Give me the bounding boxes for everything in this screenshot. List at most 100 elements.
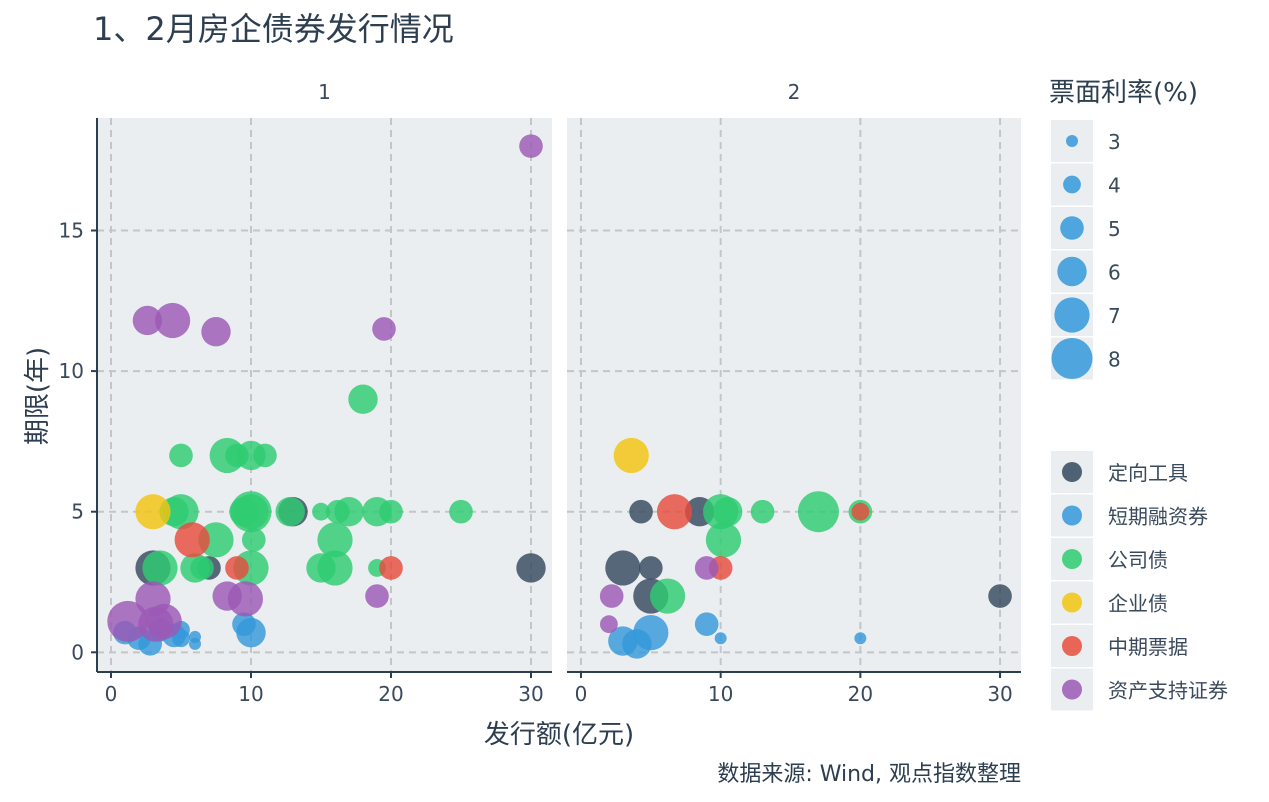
legend-size-marker — [1063, 175, 1081, 194]
source-note: 数据来源: Wind, 观点指数整理 — [717, 762, 1021, 787]
data-point — [599, 584, 624, 608]
x-tick-label: 30 — [987, 682, 1012, 706]
size-legend-item: 3 — [1051, 120, 1121, 162]
data-point — [656, 494, 693, 530]
legend-label: 中期票据 — [1108, 635, 1188, 659]
legend-size-marker — [1054, 297, 1090, 333]
data-point — [142, 550, 178, 586]
type-legend-item: 公司债 — [1051, 538, 1168, 580]
data-point — [155, 302, 191, 339]
legend-color-marker — [1062, 679, 1082, 700]
data-point — [275, 497, 305, 527]
legend-color-marker — [1062, 549, 1082, 569]
data-point — [750, 499, 775, 524]
data-point — [227, 581, 263, 617]
data-point — [519, 134, 543, 158]
legend-label: 定向工具 — [1108, 461, 1188, 485]
legend-color-marker — [1062, 592, 1082, 613]
legend-label: 短期融资券 — [1108, 505, 1208, 529]
x-tick-label: 0 — [575, 682, 588, 706]
data-point — [714, 632, 727, 645]
data-point — [334, 497, 364, 527]
x-tick-label: 20 — [848, 682, 873, 706]
x-tick-label: 20 — [378, 682, 403, 706]
data-point — [146, 603, 182, 639]
data-point — [135, 494, 171, 530]
data-point — [649, 578, 686, 614]
data-point — [694, 556, 719, 580]
data-point — [317, 550, 353, 586]
data-point — [190, 556, 214, 580]
facet-label: 2 — [788, 80, 801, 104]
data-point — [797, 491, 839, 533]
size-legend-title: 票面利率(%) — [1049, 78, 1198, 108]
legend-color-marker — [1062, 636, 1082, 656]
legend-size-marker — [1051, 338, 1093, 379]
data-point — [712, 497, 743, 527]
legend-label: 7 — [1108, 304, 1121, 328]
y-tick-label: 5 — [71, 500, 84, 524]
facet-label: 1 — [318, 80, 331, 104]
x-axis-label: 发行额(亿元) — [484, 720, 634, 750]
data-point — [230, 491, 272, 533]
data-point — [694, 612, 719, 636]
data-point — [169, 443, 193, 468]
legend-label: 8 — [1108, 348, 1121, 372]
legend-color-marker — [1062, 462, 1082, 482]
size-legend-item: 4 — [1051, 163, 1121, 206]
data-point — [236, 617, 266, 648]
type-legend-item: 定向工具 — [1051, 451, 1188, 493]
data-point — [201, 317, 231, 347]
data-point — [379, 499, 403, 524]
data-point — [851, 502, 870, 521]
legend-label: 4 — [1108, 174, 1121, 198]
data-point — [174, 522, 210, 558]
data-point — [379, 556, 403, 580]
x-tick-label: 10 — [708, 682, 733, 706]
data-points — [107, 134, 546, 656]
legend-color-marker — [1062, 505, 1082, 526]
data-point — [365, 584, 389, 608]
data-point — [317, 522, 353, 558]
legend-label: 企业债 — [1108, 592, 1168, 616]
data-point — [189, 630, 201, 643]
x-tick-label: 10 — [238, 682, 263, 706]
legend-label: 3 — [1108, 130, 1121, 154]
type-legend-item: 资产支持证券 — [1051, 668, 1228, 711]
data-point — [253, 443, 277, 468]
data-point — [312, 502, 330, 521]
data-point — [600, 615, 618, 634]
data-points — [599, 437, 1012, 659]
data-point — [613, 437, 649, 474]
size-legend-item: 7 — [1051, 294, 1121, 336]
data-point — [633, 615, 669, 651]
type-legend-item: 企业债 — [1051, 581, 1168, 624]
size-legend-item: 6 — [1051, 250, 1121, 293]
y-tick-label: 15 — [59, 218, 84, 242]
chart-title: 1、2月房企债券发行情况 — [93, 10, 454, 48]
data-point — [854, 632, 867, 645]
data-point — [225, 556, 249, 580]
data-point — [605, 550, 641, 586]
legend-label: 5 — [1108, 217, 1121, 241]
data-point — [516, 553, 546, 583]
y-tick-label: 0 — [71, 640, 84, 664]
data-point — [449, 499, 473, 524]
legend-size-marker — [1066, 135, 1078, 147]
data-point — [629, 499, 653, 524]
legend-size-marker — [1060, 216, 1084, 240]
y-tick-label: 10 — [59, 359, 84, 383]
facet-panel-2: 20 10 20 30 — [567, 80, 1021, 706]
type-legend-item: 短期融资券 — [1051, 494, 1208, 537]
y-axis-label: 期限(年) — [23, 347, 53, 445]
size-legend-item: 8 — [1051, 337, 1121, 380]
data-point — [348, 384, 378, 414]
size-legend-item: 5 — [1051, 207, 1121, 249]
data-point — [988, 584, 1012, 608]
data-point — [372, 317, 396, 341]
x-tick-label: 30 — [518, 682, 543, 706]
legend-label: 6 — [1108, 261, 1121, 285]
